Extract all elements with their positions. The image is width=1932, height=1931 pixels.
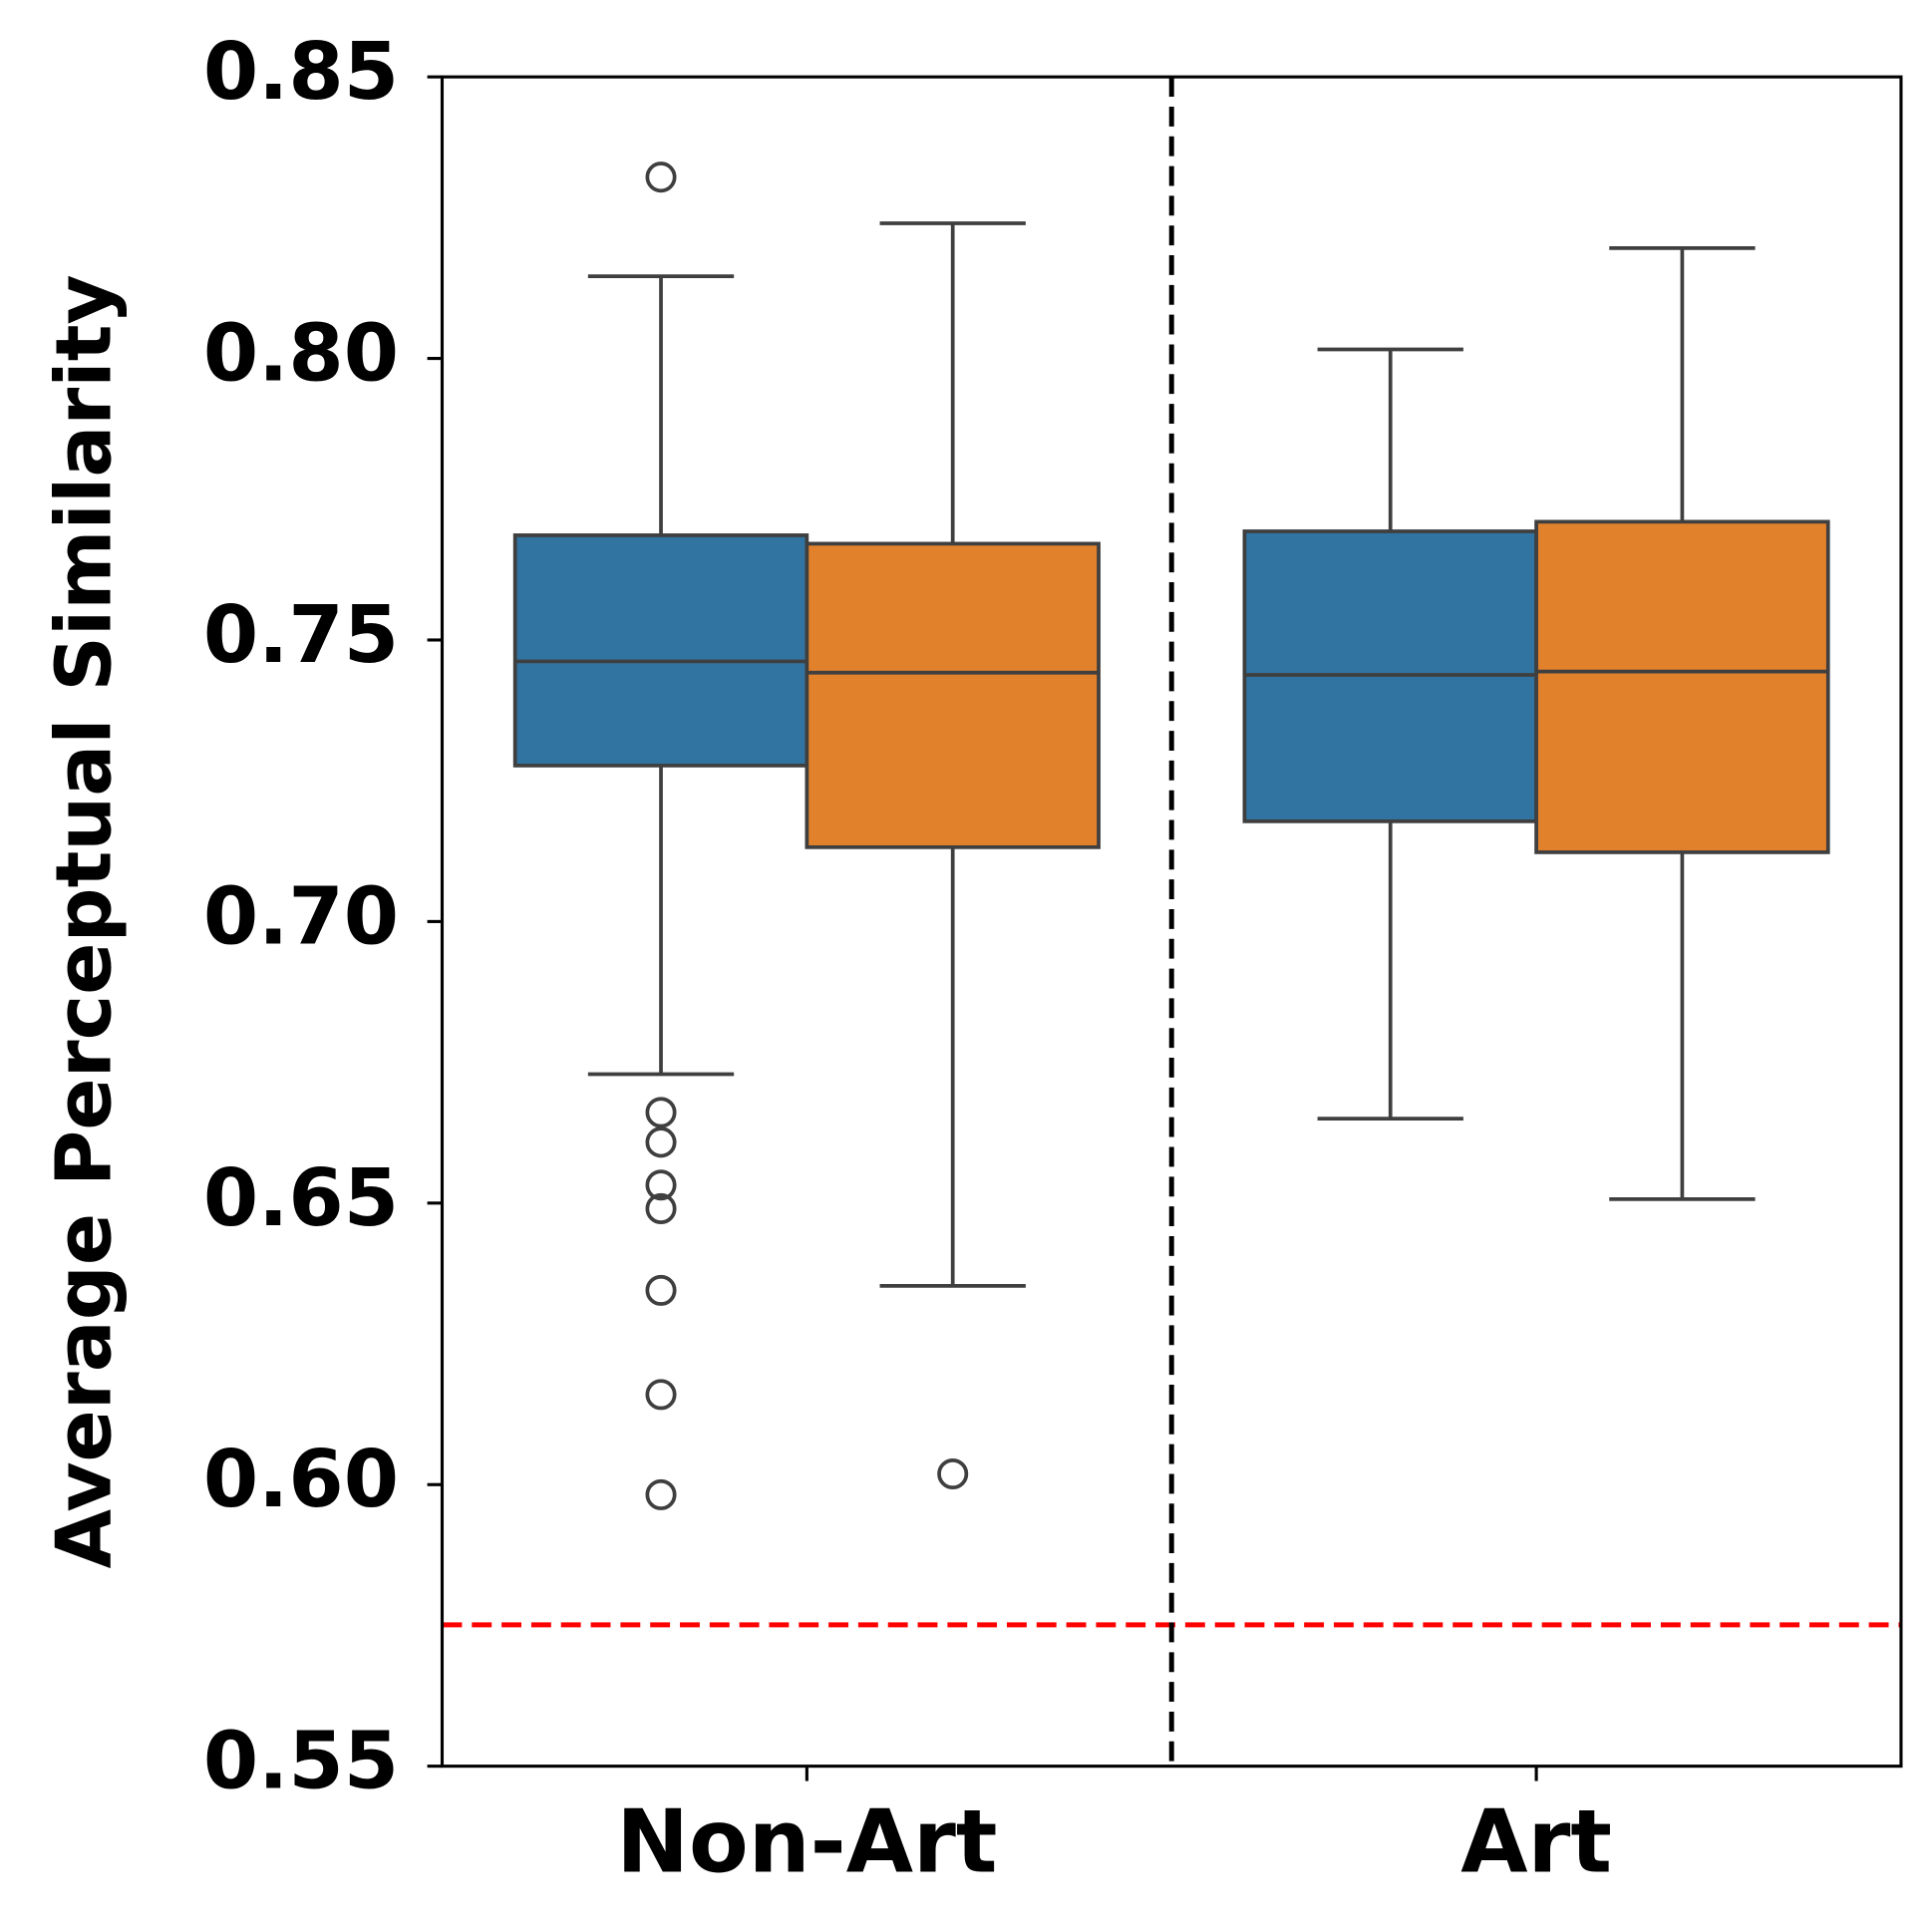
y-tick-label: 0.80: [203, 307, 399, 400]
y-axis-label: Average Perceptual Similarity: [40, 274, 129, 1568]
box: [512, 533, 809, 768]
y-tick-label: 0.85: [203, 25, 399, 118]
outlier: [645, 1126, 677, 1158]
outlier: [937, 1457, 969, 1490]
x-tick-label: Art: [1460, 1791, 1612, 1893]
outlier: [645, 1478, 677, 1510]
plot-frame: [440, 75, 1903, 1769]
outlier: [645, 1274, 677, 1306]
y-tick-label: 0.55: [203, 1715, 399, 1807]
x-tick-label: Non-Art: [616, 1791, 997, 1893]
outlier: [645, 1097, 677, 1128]
box: [1534, 519, 1830, 854]
y-tick-label: 0.65: [203, 1151, 399, 1244]
box: [805, 541, 1101, 849]
y-tick-label: 0.75: [203, 588, 399, 681]
outlier: [645, 1169, 677, 1201]
outlier: [645, 1379, 677, 1411]
outlier: [645, 161, 677, 193]
outlier: [645, 1192, 677, 1224]
y-tick-label: 0.60: [203, 1433, 399, 1525]
y-tick-label: 0.70: [203, 869, 399, 962]
